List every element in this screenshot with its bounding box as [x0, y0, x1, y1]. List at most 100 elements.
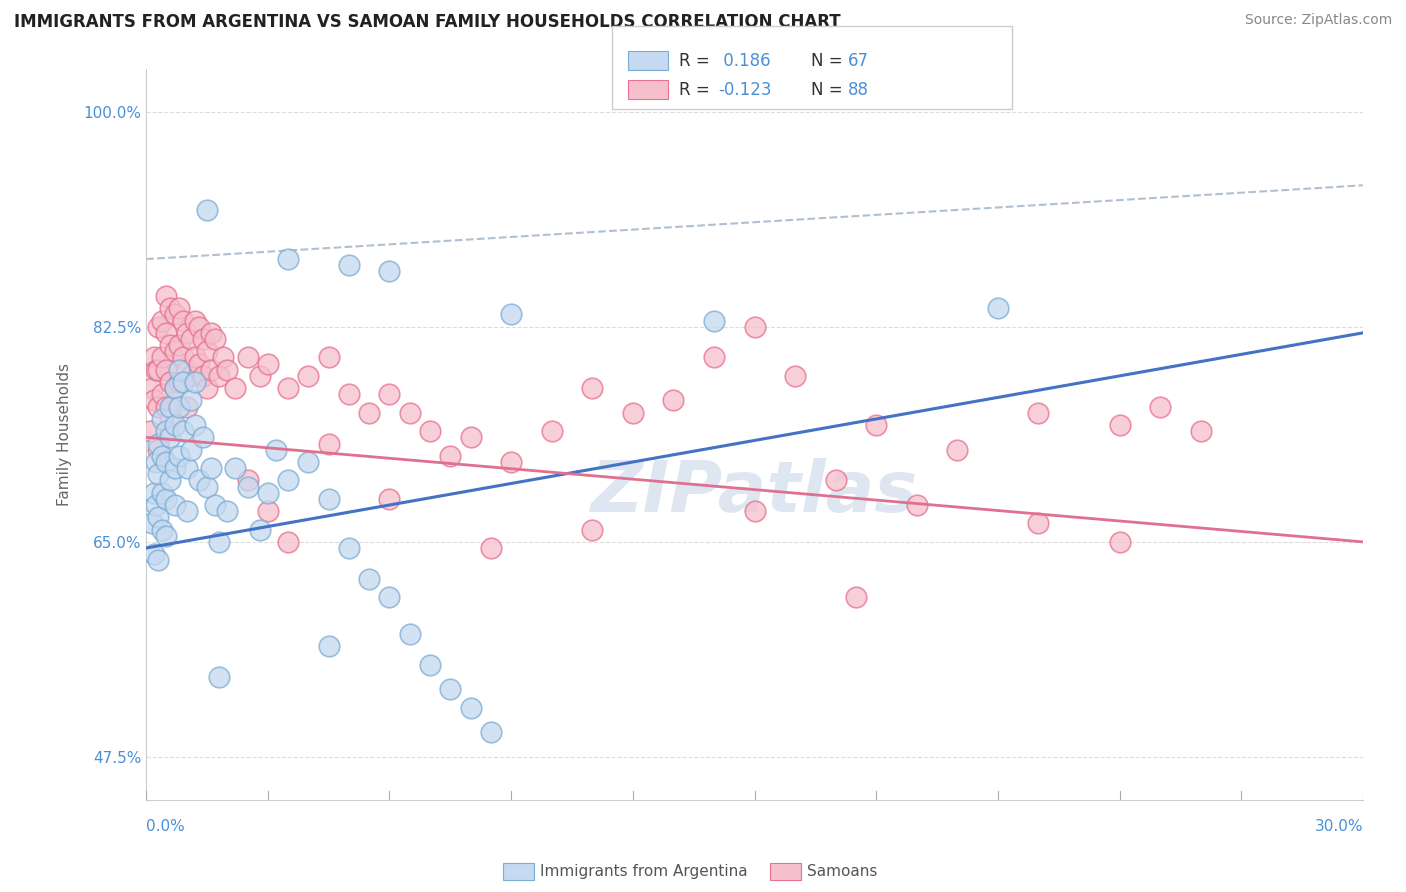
Point	[143, 485, 166, 500]
Point	[703, 351, 725, 365]
Point	[155, 424, 177, 438]
Point	[256, 485, 278, 500]
Text: 30.0%: 30.0%	[1315, 819, 1362, 833]
Point	[159, 474, 181, 488]
Point	[236, 474, 259, 488]
Point	[176, 326, 198, 340]
Point	[148, 467, 170, 482]
Text: R =: R =	[679, 52, 716, 70]
Point	[378, 264, 401, 278]
Point	[1028, 406, 1050, 420]
Point	[148, 363, 170, 377]
Point	[184, 375, 207, 389]
Text: ZIPatlas: ZIPatlas	[591, 458, 918, 527]
Point	[1108, 534, 1130, 549]
Text: R =: R =	[679, 80, 716, 98]
Point	[148, 553, 170, 567]
Point	[264, 442, 287, 457]
Point	[143, 351, 166, 365]
Text: 67: 67	[848, 52, 869, 70]
Point	[277, 474, 299, 488]
Point	[439, 682, 461, 697]
Point	[479, 725, 502, 739]
Point	[204, 498, 226, 512]
Point	[184, 313, 207, 327]
Point	[318, 491, 340, 506]
Point	[187, 474, 209, 488]
Point	[148, 400, 170, 414]
Point	[191, 430, 214, 444]
Point	[155, 491, 177, 506]
Point	[204, 332, 226, 346]
Point	[180, 332, 202, 346]
Point	[501, 455, 523, 469]
Text: 0.186: 0.186	[718, 52, 770, 70]
Point	[359, 406, 381, 420]
Point	[187, 357, 209, 371]
Point	[155, 529, 177, 543]
Point	[184, 351, 207, 365]
Point	[167, 363, 190, 377]
Point	[865, 418, 887, 433]
Point	[163, 461, 186, 475]
Y-axis label: Family Households: Family Households	[58, 363, 72, 506]
Point	[581, 523, 603, 537]
Point	[845, 591, 868, 605]
Point	[167, 400, 190, 414]
Text: IMMIGRANTS FROM ARGENTINA VS SAMOAN FAMILY HOUSEHOLDS CORRELATION CHART: IMMIGRANTS FROM ARGENTINA VS SAMOAN FAMI…	[14, 13, 841, 31]
Point	[195, 479, 218, 493]
Point	[148, 319, 170, 334]
Point	[163, 381, 186, 395]
Point	[337, 387, 360, 401]
Point	[1108, 418, 1130, 433]
Point	[187, 319, 209, 334]
Point	[176, 461, 198, 475]
Point	[143, 393, 166, 408]
Point	[163, 418, 186, 433]
Point	[200, 461, 222, 475]
Point	[946, 442, 969, 457]
Point	[143, 547, 166, 561]
Point	[172, 351, 194, 365]
Point	[163, 381, 186, 395]
Point	[155, 363, 177, 377]
Point	[398, 406, 420, 420]
Point	[662, 393, 685, 408]
Point	[195, 344, 218, 359]
Point	[172, 313, 194, 327]
Point	[150, 523, 173, 537]
Point	[150, 313, 173, 327]
Point	[145, 498, 167, 512]
Point	[905, 498, 928, 512]
Text: Immigrants from Argentina: Immigrants from Argentina	[540, 864, 748, 879]
Point	[150, 351, 173, 365]
Point	[1149, 400, 1171, 414]
Text: Source: ZipAtlas.com: Source: ZipAtlas.com	[1244, 13, 1392, 28]
Point	[195, 202, 218, 217]
Point	[167, 375, 190, 389]
Point	[217, 504, 239, 518]
Point	[277, 381, 299, 395]
Point	[419, 424, 441, 438]
Point	[167, 449, 190, 463]
Point	[150, 449, 173, 463]
Point	[150, 485, 173, 500]
Point	[208, 368, 231, 383]
Point	[1028, 516, 1050, 531]
Point	[159, 301, 181, 316]
Point	[256, 504, 278, 518]
Point	[212, 351, 235, 365]
Point	[159, 412, 181, 426]
Point	[703, 313, 725, 327]
Point	[167, 338, 190, 352]
Point	[398, 627, 420, 641]
Point	[155, 455, 177, 469]
Point	[378, 491, 401, 506]
Point	[277, 534, 299, 549]
Point	[297, 455, 319, 469]
Point	[987, 301, 1010, 316]
Point	[419, 657, 441, 672]
Point	[378, 387, 401, 401]
Point	[236, 479, 259, 493]
Point	[460, 430, 482, 444]
